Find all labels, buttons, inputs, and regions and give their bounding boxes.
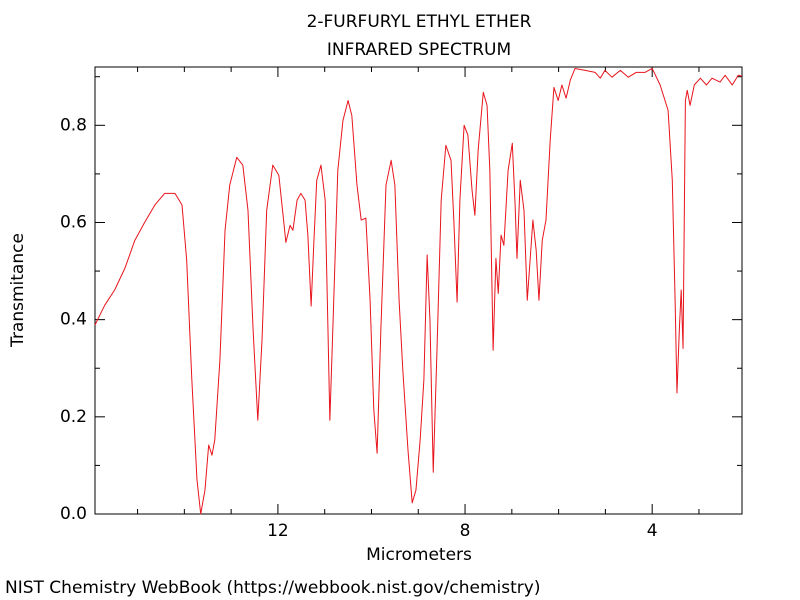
y-tick-label: 0.4: [60, 310, 87, 330]
y-tick-label: 0.0: [60, 504, 87, 524]
spectrum-line: [94, 67, 743, 515]
footer: NIST Chemistry WebBook (https://webbook.…: [5, 578, 540, 598]
x-tick-label: 8: [460, 521, 471, 541]
y-axis-label: Transmitance: [8, 233, 28, 348]
x-tick-label: 12: [267, 521, 289, 541]
y-tick-label: 0.8: [60, 115, 87, 135]
x-axis-label: Micrometers: [366, 545, 472, 565]
chart-subtitle: INFRARED SPECTRUM: [327, 40, 511, 60]
chart-title: 2-FURFURYL ETHYL ETHER: [307, 12, 532, 32]
plot-frame: [94, 66, 743, 515]
y-tick-label: 0.2: [60, 407, 87, 427]
y-tick-label: 0.6: [60, 212, 87, 232]
x-tick-label: 4: [647, 521, 658, 541]
